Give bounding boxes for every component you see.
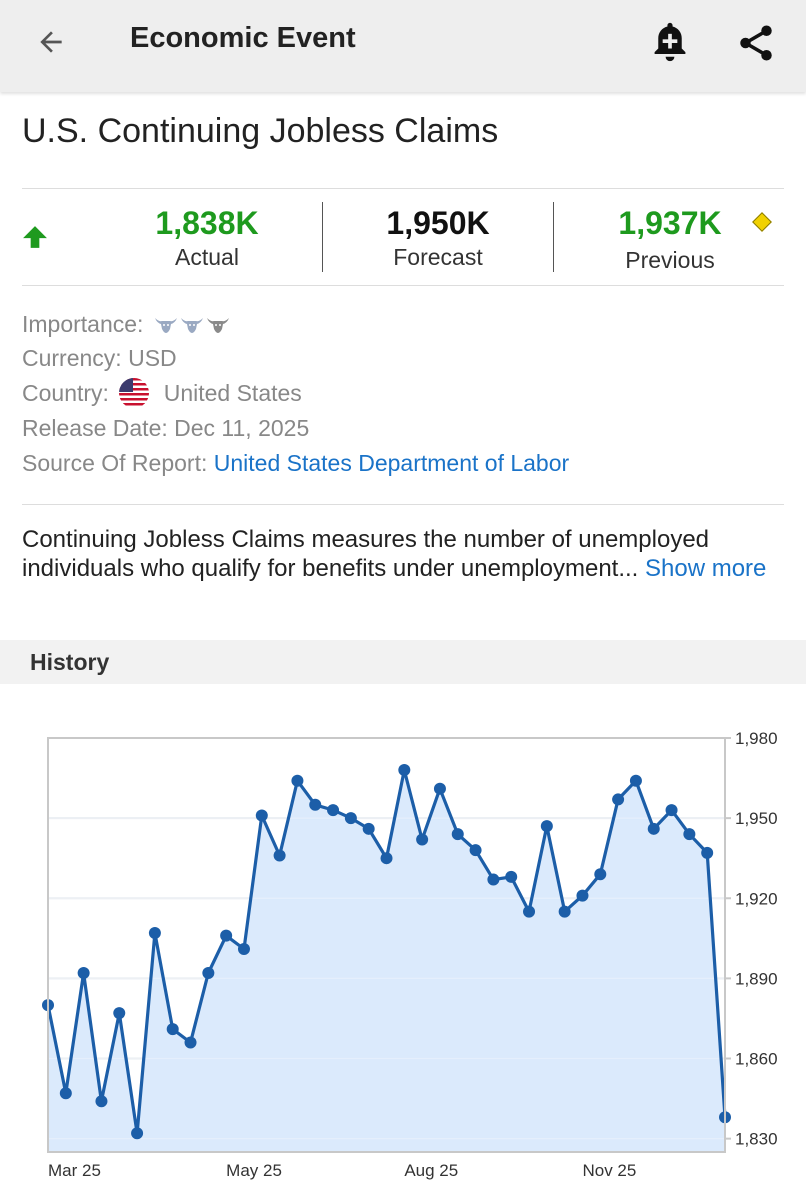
source-link[interactable]: United States Department of Labor [213, 450, 570, 476]
data-point[interactable] [95, 1095, 108, 1108]
y-tick-label: 1,890 [735, 969, 778, 988]
data-point[interactable] [558, 905, 571, 918]
data-point[interactable] [166, 1023, 179, 1036]
data-point[interactable] [701, 846, 714, 859]
actual-stat: 1,838K Actual [102, 203, 312, 271]
release-date-label: Release Date: [22, 415, 168, 441]
event-description: Continuing Jobless Claims measures the n… [22, 525, 782, 583]
importance-label: Importance: [22, 311, 144, 337]
data-point[interactable] [683, 828, 696, 841]
y-tick-label: 1,830 [735, 1130, 778, 1149]
forecast-stat: 1,950K Forecast [333, 203, 543, 271]
actual-label: Actual [175, 244, 239, 270]
data-point[interactable] [647, 822, 660, 835]
data-point[interactable] [113, 1007, 126, 1020]
data-point[interactable] [612, 793, 625, 806]
previous-stat: 1,937K Previous [565, 203, 775, 277]
x-tick-label: Nov 25 [582, 1161, 636, 1180]
data-point[interactable] [416, 833, 429, 846]
data-point[interactable] [665, 804, 678, 817]
stat-divider [553, 202, 554, 272]
description-text: Continuing Jobless Claims measures the n… [22, 526, 710, 582]
release-date-row: Release Date: Dec 11, 2025 [22, 413, 309, 443]
y-tick-label: 1,980 [735, 729, 778, 748]
forecast-value: 1,950K [386, 205, 490, 241]
data-point[interactable] [202, 967, 215, 980]
divider [22, 504, 784, 505]
country-value: United States [163, 380, 302, 407]
event-title: U.S. Continuing Jobless Claims [22, 112, 499, 150]
data-point[interactable] [576, 889, 589, 902]
share-button[interactable] [730, 16, 782, 70]
data-point[interactable] [469, 844, 482, 857]
bull-icon [154, 317, 177, 333]
data-point[interactable] [291, 774, 304, 787]
bell-plus-icon [654, 22, 686, 62]
arrow-up-icon [23, 226, 47, 248]
x-tick-label: Aug 25 [404, 1161, 458, 1180]
currency-value: USD [128, 345, 177, 371]
data-point[interactable] [629, 774, 642, 787]
data-point[interactable] [131, 1127, 144, 1140]
data-point[interactable] [148, 926, 161, 939]
x-tick-label: Mar 25 [48, 1161, 101, 1180]
data-point[interactable] [433, 782, 446, 795]
add-alert-button[interactable] [644, 16, 696, 70]
actual-value: 1,838K [155, 205, 259, 241]
data-point[interactable] [451, 828, 464, 841]
history-chart[interactable]: 1,980 1,950 1,920 1,890 1,860 1,830 Mar 25 May … [0, 700, 806, 1190]
bull-icon [206, 317, 229, 333]
data-point[interactable] [344, 812, 357, 825]
y-tick-label: 1,920 [735, 889, 778, 908]
divider [22, 188, 784, 189]
source-row: Source Of Report: United States Departme… [22, 448, 569, 478]
importance-bulls [154, 311, 232, 341]
forecast-label: Forecast [393, 244, 483, 270]
data-point[interactable] [237, 943, 250, 956]
us-flag-icon [119, 378, 150, 408]
y-tick-label: 1,860 [735, 1050, 778, 1069]
data-point[interactable] [398, 764, 411, 777]
y-tick-label: 1,950 [735, 809, 778, 828]
plot-frame [47, 737, 726, 1153]
data-point[interactable] [255, 809, 268, 822]
data-point[interactable] [362, 822, 375, 835]
data-point[interactable] [327, 804, 340, 817]
data-point[interactable] [540, 820, 553, 833]
app-bar: Economic Event [0, 0, 806, 92]
arrow-left-icon [40, 31, 62, 53]
data-point[interactable] [523, 905, 536, 918]
back-button[interactable] [28, 22, 74, 62]
data-point[interactable] [220, 929, 233, 942]
currency-row: Currency: USD [22, 343, 177, 373]
data-point[interactable] [309, 798, 322, 811]
data-point[interactable] [77, 967, 90, 980]
data-point[interactable] [487, 873, 500, 886]
series-area [48, 770, 725, 1152]
data-point[interactable] [59, 1087, 72, 1100]
source-label: Source Of Report: [22, 450, 208, 476]
history-label: History [30, 649, 110, 675]
share-icon [740, 25, 772, 61]
data-point[interactable] [273, 849, 286, 862]
data-point[interactable] [505, 870, 518, 883]
history-section-header: History [0, 640, 806, 684]
previous-value: 1,937K [618, 205, 722, 241]
data-point[interactable] [380, 852, 393, 865]
x-tick-label: May 25 [226, 1161, 282, 1180]
currency-label: Currency: [22, 345, 122, 371]
country-row: Country: United States [22, 378, 302, 412]
data-point[interactable] [594, 868, 607, 881]
divider [22, 285, 784, 286]
previous-label: Previous [625, 247, 715, 273]
release-date-value: Dec 11, 2025 [174, 415, 310, 441]
stat-divider [322, 202, 323, 272]
data-point[interactable] [184, 1036, 197, 1049]
country-label: Country: [22, 380, 109, 407]
importance-row: Importance: [22, 309, 232, 341]
app-bar-title: Economic Event [130, 22, 356, 54]
bull-icon [180, 317, 203, 333]
show-more-link[interactable]: Show more [645, 555, 767, 582]
